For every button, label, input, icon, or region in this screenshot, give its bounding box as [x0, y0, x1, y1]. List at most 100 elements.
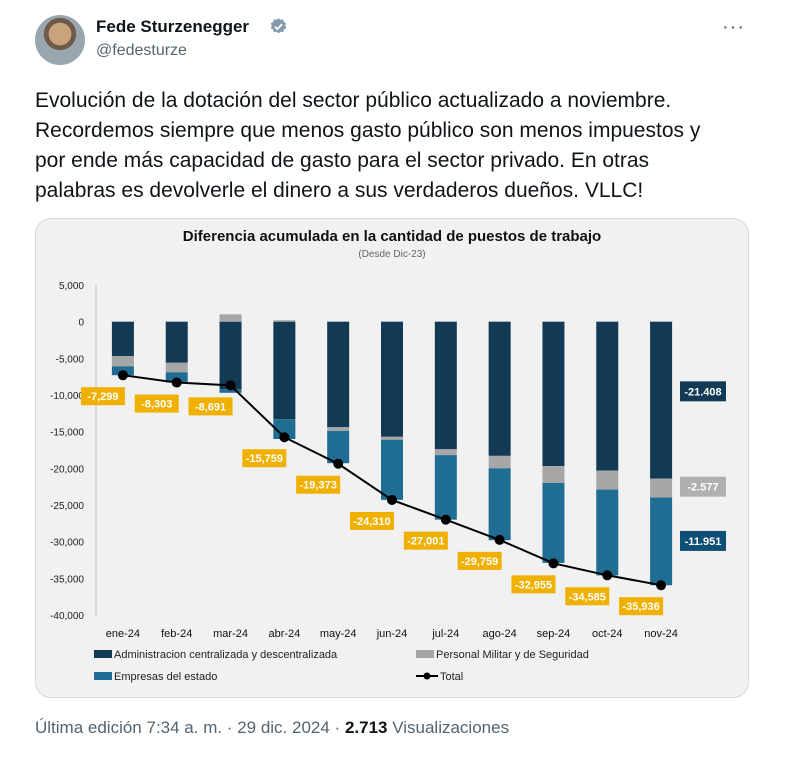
- total-data-label: -8,303: [141, 399, 172, 411]
- bar-military: [273, 320, 296, 322]
- total-label-bg: [134, 394, 179, 413]
- x-tick-label: feb-24: [161, 628, 192, 640]
- chart-title: Diferencia acumulada en la cantidad de p…: [183, 228, 601, 245]
- x-tick-label: sep-24: [537, 628, 571, 640]
- bar-admin: [327, 321, 350, 428]
- total-label-bg: [565, 587, 610, 606]
- total-point: [656, 580, 667, 591]
- bar-military: [488, 455, 511, 469]
- total-data-label: -27,001: [407, 536, 444, 548]
- chart-subtitle: (Desde Dic-23): [358, 249, 425, 260]
- legend-swatch: [94, 650, 112, 658]
- bar-empresas: [273, 419, 296, 439]
- total-data-label: -24,310: [353, 516, 390, 528]
- legend-swatch: [416, 650, 434, 658]
- x-tick-label: may-24: [320, 628, 357, 640]
- total-point: [387, 494, 397, 505]
- x-tick-label: ene-24: [106, 628, 140, 640]
- bar-military: [434, 449, 457, 456]
- bar-military: [219, 314, 242, 322]
- y-tick-label: 0: [78, 318, 84, 329]
- verified-badge-icon: [270, 18, 287, 34]
- total-label-bg: [619, 597, 664, 616]
- bar-admin: [219, 321, 242, 390]
- bar-empresas: [488, 468, 511, 541]
- total-point: [225, 380, 236, 391]
- bar-admin: [434, 321, 457, 450]
- bar-military: [596, 470, 619, 490]
- total-point: [494, 534, 505, 545]
- total-point: [279, 432, 290, 443]
- series-total-label-bg: [680, 381, 726, 402]
- more-options-icon[interactable]: ···: [722, 16, 745, 38]
- legend-swatch-point: [423, 672, 431, 680]
- author-avatar[interactable]: [35, 15, 85, 65]
- x-tick-label: abr-24: [268, 628, 300, 640]
- y-tick-label: -15,000: [50, 428, 84, 439]
- author-display-name[interactable]: Fede Sturzenegger: [96, 17, 250, 36]
- y-tick-label: -5,000: [56, 354, 85, 365]
- bar-military: [327, 427, 350, 431]
- total-data-label: -19,373: [300, 480, 337, 492]
- bar-empresas: [381, 439, 403, 500]
- x-tick-label: jun-24: [376, 628, 408, 640]
- y-tick-label: -10,000: [50, 391, 84, 402]
- chart-svg: Diferencia acumulada en la cantidad de p…: [36, 219, 748, 697]
- bar-military: [111, 356, 134, 367]
- bar-admin: [381, 321, 403, 437]
- views-count: 2.713: [344, 718, 388, 737]
- x-tick-label: jul-24: [431, 628, 459, 640]
- x-tick-label: ago-24: [483, 628, 517, 640]
- bar-admin: [111, 321, 134, 357]
- total-data-label: -34,585: [569, 591, 606, 603]
- bar-empresas: [327, 430, 350, 464]
- total-label-bg: [188, 397, 233, 416]
- bar-admin: [273, 321, 296, 420]
- bar-military: [381, 436, 403, 440]
- y-tick-label: -30,000: [50, 538, 84, 549]
- tweet-meta: Última edición 7:34 a. m. · 29 dic. 2024…: [35, 718, 509, 738]
- bar-empresas: [542, 483, 565, 563]
- total-data-label: -7,299: [87, 391, 118, 403]
- author-handle[interactable]: @fedesturze: [96, 42, 187, 59]
- total-point: [333, 458, 344, 469]
- total-data-label: -29,759: [461, 556, 498, 568]
- series-total-label: -2.577: [687, 482, 718, 494]
- bar-military: [542, 466, 565, 483]
- total-label-bg: [242, 449, 287, 468]
- total-data-label: -32,955: [515, 579, 552, 591]
- bar-empresas: [650, 497, 673, 586]
- series-total-label-bg: [680, 530, 726, 551]
- legend-label: Total: [440, 671, 463, 683]
- legend-label: Administracion centralizada y descentral…: [114, 649, 338, 661]
- bar-military: [165, 362, 188, 373]
- y-tick-label: -40,000: [50, 611, 84, 622]
- y-tick-label: -20,000: [50, 464, 84, 475]
- legend-label: Empresas del estado: [114, 671, 217, 683]
- x-tick-label: mar-24: [213, 628, 248, 640]
- bar-admin: [650, 321, 673, 479]
- y-tick-label: -35,000: [50, 574, 84, 585]
- total-data-label: -8,691: [195, 401, 226, 413]
- legend-swatch: [94, 672, 112, 680]
- bar-admin: [165, 321, 188, 363]
- chart-image-card[interactable]: Diferencia acumulada en la cantidad de p…: [35, 218, 749, 698]
- views-label: Visualizaciones: [387, 718, 510, 737]
- total-label-bg: [296, 475, 341, 494]
- series-total-label: -21.408: [684, 386, 721, 398]
- bar-empresas: [434, 455, 457, 520]
- edited-timestamp[interactable]: Última edición 7:34 a. m. · 29 dic. 2024…: [35, 718, 345, 737]
- y-tick-label: 5,000: [59, 281, 84, 292]
- series-total-label-bg: [680, 476, 726, 497]
- total-label-bg: [511, 575, 556, 594]
- bar-military: [650, 478, 673, 498]
- total-point: [548, 558, 559, 569]
- total-label-bg: [403, 531, 448, 550]
- total-data-label: -15,759: [246, 453, 283, 465]
- total-label-bg: [80, 387, 125, 406]
- bar-empresas: [596, 489, 619, 576]
- total-point: [602, 570, 613, 581]
- bar-admin: [488, 321, 511, 456]
- total-label-bg: [350, 511, 394, 530]
- total-label-bg: [457, 551, 502, 570]
